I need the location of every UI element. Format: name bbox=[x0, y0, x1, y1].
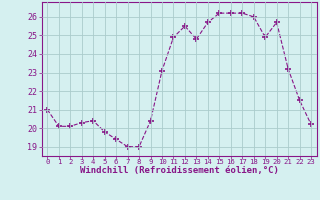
X-axis label: Windchill (Refroidissement éolien,°C): Windchill (Refroidissement éolien,°C) bbox=[80, 166, 279, 175]
